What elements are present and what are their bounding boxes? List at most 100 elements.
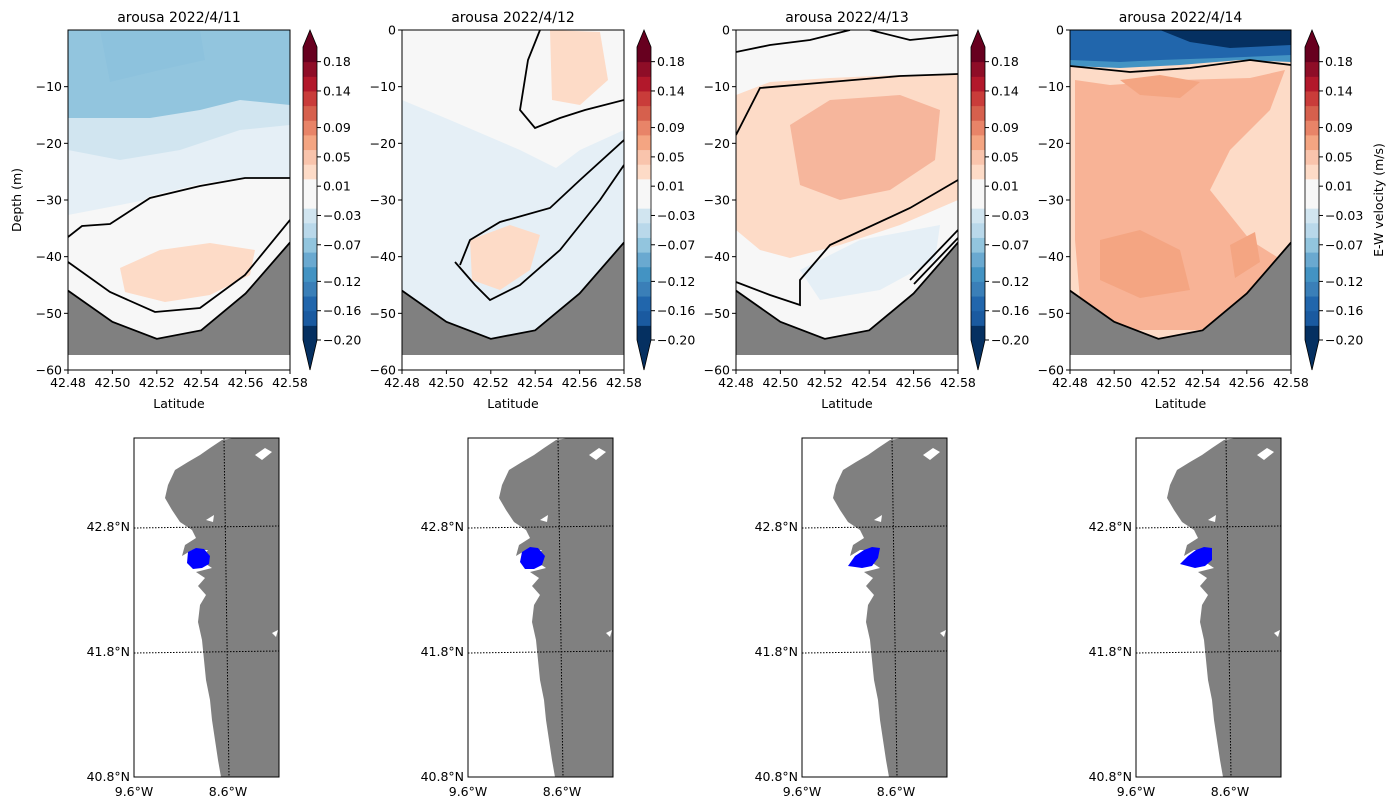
x-axis-label: Latitude <box>821 396 873 411</box>
gridline-lat <box>134 650 279 654</box>
lat-label: 41.8°N <box>421 644 464 659</box>
x-tick-label: 42.52 <box>807 375 843 390</box>
x-axis-label: Latitude <box>1155 396 1207 411</box>
location-map-1: 42.8°N 41.8°N 40.8°N9.6°W 8.6°W <box>87 437 280 799</box>
zero-contour-line <box>736 179 958 307</box>
below-bottom-blank <box>736 355 958 370</box>
colorbar-swatch <box>637 193 651 209</box>
y-tick-label: −50 <box>1038 306 1064 321</box>
zero-contour-line <box>519 30 624 130</box>
y-tick-label: −10 <box>36 79 62 94</box>
colorbar-extend-bottom <box>1305 340 1319 370</box>
colorbar-tick-label: −0.03 <box>991 208 1029 223</box>
x-tick-label: 42.58 <box>272 375 308 390</box>
lat-label: 40.8°N <box>87 769 130 784</box>
chart-title: arousa 2022/4/11 <box>117 10 241 26</box>
colorbar-tick-label: −0.07 <box>323 237 361 252</box>
lon-label: 9.6°W <box>1117 784 1156 799</box>
gridline-lat <box>1136 525 1281 529</box>
colorbar-tick-label: −0.12 <box>323 274 361 289</box>
colorbar-swatch <box>1305 208 1319 224</box>
colorbar-swatch <box>303 266 317 282</box>
colorbar-swatch <box>637 149 651 165</box>
study-area-highlight <box>1180 547 1212 568</box>
colorbar-swatch <box>1305 164 1319 180</box>
x-tick-label: 42.54 <box>183 375 219 390</box>
x-tick-label: 42.54 <box>517 375 553 390</box>
colorbar-tick-label: −0.16 <box>991 303 1029 318</box>
lat-label: 40.8°N <box>421 769 464 784</box>
zero-contour-line <box>869 30 958 41</box>
colorbar-tick-label: 0.14 <box>1325 83 1353 98</box>
water-inlet <box>923 448 940 460</box>
chart-title: arousa 2022/4/12 <box>451 10 575 26</box>
colorbar-swatch <box>1305 237 1319 253</box>
colorbar-swatch <box>971 47 985 63</box>
colorbar-swatch <box>303 90 317 107</box>
colorbar-swatch <box>303 76 317 92</box>
chart-title: arousa 2022/4/13 <box>785 10 909 26</box>
below-bottom-blank <box>68 355 290 370</box>
colorbar-swatch <box>303 47 317 63</box>
gridline-lat <box>802 525 947 529</box>
contour-field <box>68 30 290 370</box>
contour-fill <box>800 225 940 300</box>
map-frame <box>133 437 280 778</box>
colorbar-swatch <box>971 105 985 121</box>
bathymetry-outline <box>1070 241 1291 340</box>
y-tick-label: −50 <box>704 306 730 321</box>
colorbar-swatch <box>971 76 985 92</box>
x-tick-label: 42.56 <box>562 375 598 390</box>
island <box>540 515 548 522</box>
y-tick-label: −50 <box>370 306 396 321</box>
colorbar-swatch <box>1305 296 1319 312</box>
colorbar-swatch <box>637 222 651 238</box>
x-axis-label: Latitude <box>487 396 539 411</box>
colorbar-swatch <box>637 208 651 224</box>
contour-fill <box>120 243 255 302</box>
colorbar-swatch <box>1305 178 1319 194</box>
contour-field <box>736 30 958 370</box>
x-tick-label: 42.50 <box>429 375 465 390</box>
water-inlet <box>1257 448 1274 460</box>
study-area-highlight <box>187 548 210 569</box>
colorbar-swatch <box>971 149 985 165</box>
land-mass <box>1167 438 1281 777</box>
y-tick-label: −60 <box>370 363 396 378</box>
map-frame <box>1135 437 1282 778</box>
x-tick-label: 42.56 <box>228 375 264 390</box>
colorbar-swatch <box>971 164 985 180</box>
study-area-highlight <box>848 547 880 568</box>
lat-label: 40.8°N <box>755 769 798 784</box>
colorbar-tick-label: −0.12 <box>991 274 1029 289</box>
lat-label: 42.8°N <box>421 519 464 534</box>
colorbar-tick-label: 0.05 <box>657 149 685 164</box>
colorbar-swatch <box>637 76 651 92</box>
x-tick-label: 42.50 <box>763 375 799 390</box>
colorbar-tick-label: −0.12 <box>1325 274 1363 289</box>
colorbar-swatch <box>303 222 317 238</box>
colorbar-swatch <box>303 134 317 151</box>
water-inlet <box>255 448 272 460</box>
gridline-lon <box>223 438 230 777</box>
contour-field <box>402 30 624 370</box>
zero-contour-line <box>68 177 290 238</box>
colorbar-swatch <box>303 296 317 312</box>
section-panel-1: arousa 2022/4/11 42.48 42.50 42.52 42.54 42.5… <box>9 10 361 411</box>
colorbar-swatch <box>971 193 985 209</box>
colorbar-extend-top <box>303 30 317 47</box>
zero-contour-line <box>736 30 851 53</box>
contour-fill <box>1230 232 1260 278</box>
island <box>206 515 214 522</box>
colorbar-tick-label: −0.07 <box>1325 237 1363 252</box>
colorbar-tick-label: −0.03 <box>657 208 695 223</box>
gridline-lon <box>1225 438 1232 777</box>
map-area <box>134 438 279 777</box>
bathymetry-outline <box>736 241 958 340</box>
y-tick-label: −40 <box>36 249 62 264</box>
colorbar-swatch <box>303 178 317 194</box>
colorbar-swatch <box>637 105 651 121</box>
location-map-2: 42.8°N 41.8°N 40.8°N9.6°W 8.6°W <box>421 437 614 799</box>
contour-field <box>1070 30 1291 370</box>
